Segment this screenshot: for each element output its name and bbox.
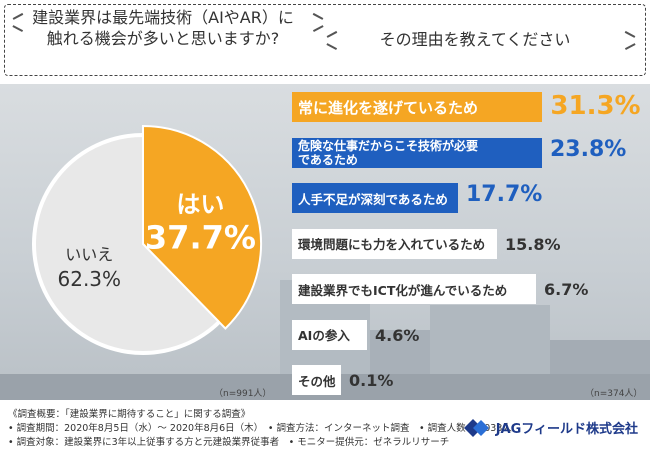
footer-summary-title: 《調査概要：「建設業界に期待すること」に関する調査》 [8, 409, 251, 420]
footer: 《調査概要：「建設業界に期待すること」に関する調査》 • 調査期間：2020年8… [0, 400, 650, 450]
logo-icon [463, 418, 489, 437]
bar-fill [292, 319, 367, 350]
bar-label: 建設業界でもICT化が進んでいるため [298, 282, 508, 298]
bar-label: 危険な仕事だからこそ技術が必要であるため [298, 138, 479, 167]
bar-value: 0.1% [349, 371, 394, 390]
bar-row: 危険な仕事だからこそ技術が必要であるため 23.8% [292, 137, 626, 168]
pie-value-yes: 37.7% [145, 219, 256, 257]
bar-value: 6.7% [544, 280, 589, 299]
bar-fill [292, 92, 543, 122]
footer-survey-target: • 調査対象：建設業界に3年以上従事する方と元建設業界従事者 • モニター提供元… [8, 437, 450, 448]
pie-sample-size: （n=991人） [214, 389, 272, 399]
bar-fill [292, 274, 536, 304]
bar-value: 15.8% [505, 234, 561, 254]
pie-value-no: 62.3% [58, 267, 122, 291]
bar-row: 環境問題にも力を入れているため 15.8% [292, 228, 561, 259]
bar-label: AIの参入 [298, 328, 350, 343]
bar-sample-size: （n=374人） [585, 389, 643, 399]
bar-label: 常に進化を遂げているため [298, 98, 479, 117]
bar-label: その他 [298, 373, 336, 389]
bar-value: 4.6% [375, 325, 420, 345]
bar-fill [292, 183, 458, 213]
left-quote-mark [327, 33, 345, 47]
bar-label: 人手不足が深刻であるため [298, 191, 448, 207]
bar-row: 建設業界でもICT化が進んでいるため 6.7% [292, 274, 588, 304]
bar-value: 31.3% [550, 91, 641, 121]
pie-label-no: いいえ [65, 245, 113, 264]
bar-value: 23.8% [550, 136, 627, 162]
right-quote-mark [617, 33, 635, 47]
bar-row: その他 0.1% [292, 365, 542, 395]
bar-fill [292, 228, 497, 259]
bar-row: 常に進化を遂げているため 31.3% [292, 91, 641, 122]
survey-question: 建設業界は最先端技術（AIやAR）に触れる機会が多いと思いますか? [32, 8, 294, 48]
company-name: JAGフィールド株式会社 [495, 422, 638, 437]
pie-slice-no [34, 134, 220, 353]
bar-value: 17.7% [466, 182, 543, 207]
bar-fill [292, 365, 341, 395]
header-box: 建設業界は最先端技術（AIやAR）に触れる機会が多いと思いますか? その理由を教… [4, 4, 646, 76]
bar-row: 人手不足が深刻であるため 17.7% [292, 182, 543, 213]
bar-label: 環境問題にも力を入れているため [298, 237, 486, 252]
bar-fill [292, 137, 542, 168]
pie-slice-yes [142, 124, 262, 330]
pie-label-yes: はい [176, 191, 224, 219]
footer-survey-details: • 調査期間：2020年8月5日（水）～ 2020年8月6日（木） • 調査方法… [8, 423, 512, 434]
bar-row: AIの参入 4.6% [292, 319, 542, 350]
right-quote-mark [305, 15, 323, 29]
sub-question: その理由を教えてください [379, 30, 571, 49]
company-logo: JAGフィールド株式会社 [463, 418, 638, 437]
